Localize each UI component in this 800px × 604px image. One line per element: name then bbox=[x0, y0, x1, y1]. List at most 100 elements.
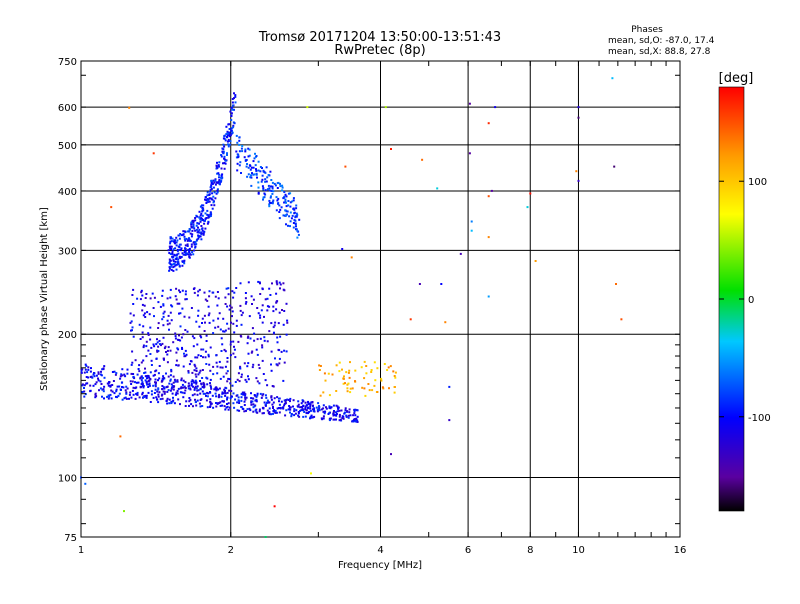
data-point bbox=[181, 252, 184, 255]
data-point bbox=[244, 398, 247, 401]
data-point bbox=[199, 334, 202, 337]
data-point bbox=[282, 288, 285, 291]
data-point bbox=[261, 174, 264, 177]
data-point bbox=[388, 387, 390, 390]
data-point bbox=[354, 420, 357, 423]
data-point bbox=[206, 213, 209, 216]
data-point bbox=[209, 186, 212, 189]
data-point bbox=[201, 317, 204, 320]
data-point bbox=[138, 364, 141, 367]
data-point bbox=[208, 193, 211, 196]
data-point bbox=[209, 189, 212, 192]
data-point bbox=[85, 382, 88, 385]
data-point bbox=[173, 265, 176, 268]
data-point bbox=[94, 392, 97, 395]
data-point bbox=[194, 219, 197, 222]
data-point bbox=[343, 412, 346, 415]
data-point bbox=[173, 254, 176, 257]
data-point bbox=[200, 383, 203, 386]
data-point bbox=[250, 184, 253, 187]
data-point bbox=[146, 311, 149, 314]
data-point bbox=[278, 362, 281, 365]
data-point bbox=[229, 397, 232, 400]
data-point bbox=[298, 218, 301, 221]
data-point bbox=[89, 384, 92, 387]
data-point bbox=[116, 396, 119, 399]
data-point bbox=[328, 411, 331, 414]
data-point bbox=[190, 382, 193, 385]
data-point bbox=[252, 403, 255, 406]
data-point bbox=[197, 309, 200, 312]
data-point bbox=[279, 208, 282, 211]
data-point bbox=[158, 339, 161, 342]
data-point bbox=[226, 357, 229, 359]
data-point bbox=[190, 221, 193, 224]
data-point bbox=[181, 264, 184, 267]
data-point bbox=[361, 386, 364, 389]
data-point bbox=[85, 376, 88, 378]
data-point bbox=[119, 388, 122, 391]
data-point bbox=[210, 213, 213, 216]
data-point bbox=[236, 141, 239, 144]
data-point bbox=[270, 369, 273, 372]
data-point bbox=[196, 385, 199, 388]
data-point bbox=[177, 348, 180, 351]
data-point bbox=[130, 396, 133, 399]
data-point bbox=[259, 170, 262, 173]
data-point bbox=[296, 213, 299, 216]
data-point bbox=[138, 396, 141, 399]
data-point bbox=[284, 193, 287, 196]
data-point bbox=[243, 410, 246, 413]
data-point bbox=[175, 287, 178, 290]
data-point bbox=[283, 201, 286, 204]
colorbar-tick-label: 0 bbox=[748, 295, 754, 306]
data-point bbox=[261, 167, 263, 169]
data-point bbox=[203, 291, 206, 294]
data-point bbox=[159, 305, 162, 308]
data-point bbox=[271, 403, 274, 406]
data-point bbox=[141, 303, 144, 306]
data-point bbox=[199, 220, 202, 223]
data-point bbox=[94, 396, 97, 399]
data-point bbox=[271, 385, 274, 387]
data-point bbox=[212, 406, 215, 409]
data-point bbox=[227, 145, 230, 148]
data-point bbox=[141, 331, 144, 334]
data-point bbox=[209, 384, 212, 387]
data-point bbox=[301, 399, 304, 402]
data-point bbox=[236, 378, 239, 381]
data-point bbox=[285, 333, 288, 336]
data-point bbox=[282, 406, 285, 409]
data-point bbox=[100, 370, 102, 373]
data-point bbox=[264, 404, 267, 407]
data-point bbox=[230, 119, 233, 121]
data-point bbox=[250, 397, 253, 400]
data-point bbox=[187, 382, 190, 385]
data-point bbox=[335, 413, 338, 415]
data-point bbox=[167, 389, 170, 392]
data-point bbox=[220, 155, 223, 158]
data-point bbox=[169, 349, 172, 352]
data-point bbox=[215, 387, 218, 390]
data-point bbox=[136, 297, 139, 300]
data-point bbox=[352, 420, 355, 423]
data-point bbox=[311, 401, 314, 404]
data-point bbox=[194, 379, 197, 382]
data-point bbox=[185, 237, 188, 240]
data-point bbox=[249, 337, 252, 340]
data-point bbox=[171, 251, 174, 254]
data-point bbox=[233, 122, 236, 125]
data-point bbox=[128, 106, 131, 109]
data-point bbox=[167, 249, 170, 252]
data-point bbox=[292, 405, 294, 408]
data-point bbox=[192, 223, 195, 226]
data-point bbox=[178, 234, 181, 237]
data-point bbox=[135, 392, 138, 395]
data-point bbox=[286, 321, 289, 324]
data-point bbox=[239, 161, 242, 164]
data-point bbox=[273, 397, 276, 400]
data-point bbox=[275, 292, 278, 295]
data-point bbox=[195, 224, 198, 227]
data-point bbox=[265, 166, 268, 169]
data-point bbox=[252, 166, 255, 169]
